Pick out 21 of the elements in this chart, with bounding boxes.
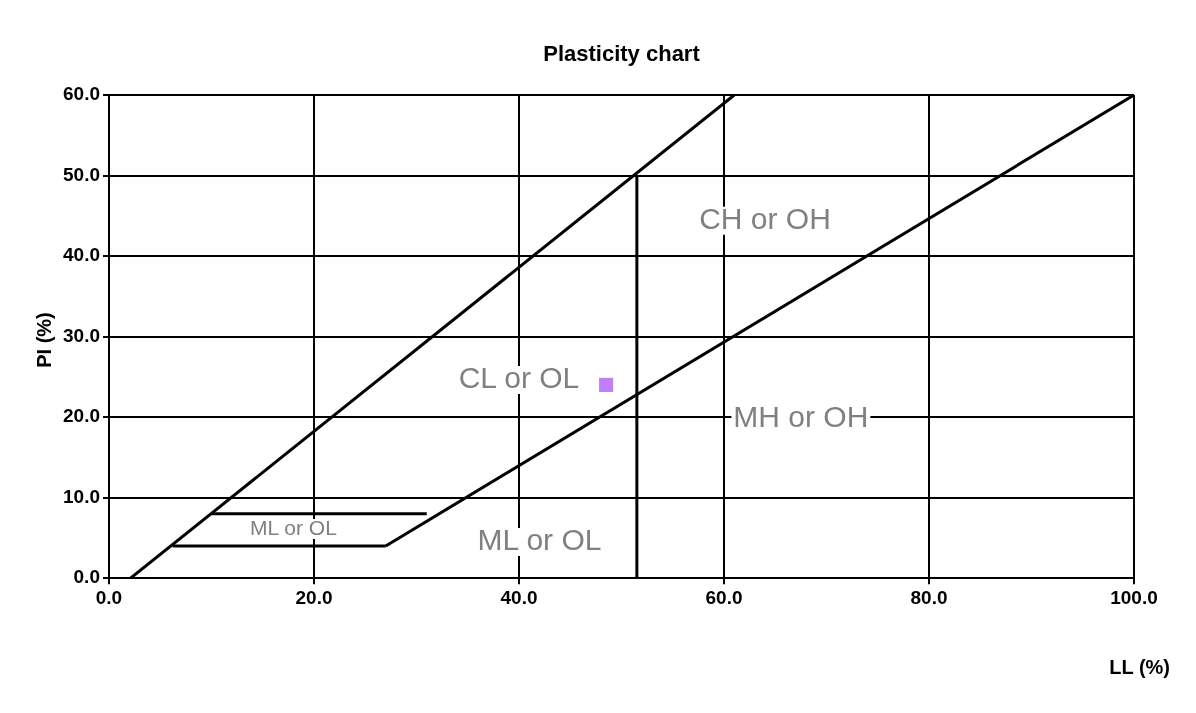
annotation: CL or OL xyxy=(458,361,580,395)
y-tick-label: 30.0 xyxy=(63,324,100,346)
y-tick-label: 60.0 xyxy=(63,83,100,105)
x-tick-label: 60.0 xyxy=(705,586,743,608)
x-tick-label: 20.0 xyxy=(295,586,333,608)
y-tick-label: 50.0 xyxy=(63,163,100,185)
annotation: MH or OH xyxy=(733,400,869,434)
x-tick-label: 0.0 xyxy=(95,586,123,608)
y-tick-label: 0.0 xyxy=(73,566,100,588)
annotation: CH or OH xyxy=(699,201,831,235)
x-tick-label: 100.0 xyxy=(1110,586,1158,608)
y-tick-label: 10.0 xyxy=(63,485,100,507)
y-axis-title: PI (%) xyxy=(32,312,55,368)
x-tick-label: 80.0 xyxy=(910,586,948,608)
x-tick-label: 40.0 xyxy=(500,586,538,608)
annotation: ML or OL xyxy=(250,515,337,539)
chart-title: Plasticity chart xyxy=(543,41,701,67)
annotation: ML or OL xyxy=(477,523,602,557)
y-tick-label: 20.0 xyxy=(63,405,100,427)
x-axis-title: LL (%) xyxy=(1109,655,1170,678)
y-tick-label: 40.0 xyxy=(63,244,100,266)
